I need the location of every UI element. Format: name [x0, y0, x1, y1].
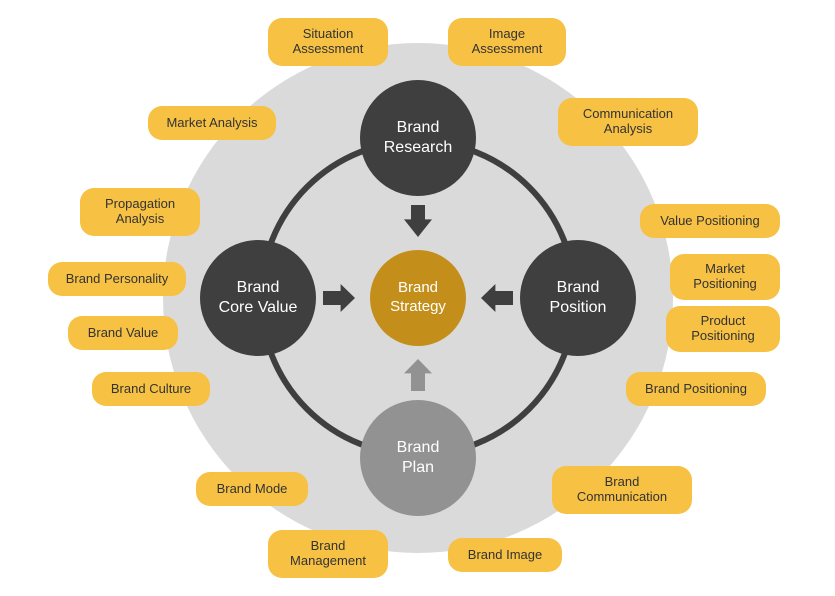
pill-label: Brand Management	[290, 539, 366, 569]
node-label: Brand Research	[384, 118, 452, 158]
pill-label: Brand Value	[88, 326, 159, 341]
pill-label: Market Positioning	[693, 262, 757, 292]
pill-situation-assessment: Situation Assessment	[268, 18, 388, 66]
arrow-corevalue-to-center	[323, 284, 355, 312]
pill-image-assessment: Image Assessment	[448, 18, 566, 66]
node-label: Brand Strategy	[390, 279, 446, 317]
node-brand-plan: Brand Plan	[360, 400, 476, 516]
arrow-position-to-center	[481, 284, 513, 312]
pill-market-analysis: Market Analysis	[148, 106, 276, 140]
pill-propagation-analysis: Propagation Analysis	[80, 188, 200, 236]
pill-label: Propagation Analysis	[105, 197, 175, 227]
pill-brand-image: Brand Image	[448, 538, 562, 572]
pill-label: Brand Positioning	[645, 382, 747, 397]
pill-label: Brand Personality	[66, 272, 169, 287]
pill-brand-mode: Brand Mode	[196, 472, 308, 506]
arrow-research-to-center	[404, 205, 432, 237]
pill-label: Brand Communication	[577, 475, 667, 505]
pill-label: Brand Mode	[217, 482, 288, 497]
node-brand-strategy-center: Brand Strategy	[370, 250, 466, 346]
pill-brand-positioning: Brand Positioning	[626, 372, 766, 406]
arrow-plan-to-center	[404, 359, 432, 391]
pill-brand-management: Brand Management	[268, 530, 388, 578]
node-label: Brand Plan	[397, 438, 440, 478]
pill-label: Product Positioning	[691, 314, 755, 344]
pill-label: Communication Analysis	[583, 107, 673, 137]
pill-brand-value: Brand Value	[68, 316, 178, 350]
pill-brand-personality: Brand Personality	[48, 262, 186, 296]
pill-label: Brand Image	[468, 548, 542, 563]
diagram-stage: Brand Research Brand Position Brand Plan…	[0, 0, 835, 596]
pill-label: Image Assessment	[472, 27, 543, 57]
node-label: Brand Position	[550, 278, 607, 318]
pill-value-positioning: Value Positioning	[640, 204, 780, 238]
pill-label: Situation Assessment	[293, 27, 364, 57]
node-brand-research: Brand Research	[360, 80, 476, 196]
pill-brand-culture: Brand Culture	[92, 372, 210, 406]
node-brand-core-value: Brand Core Value	[200, 240, 316, 356]
pill-label: Value Positioning	[660, 214, 760, 229]
pill-label: Market Analysis	[166, 116, 257, 131]
node-brand-position: Brand Position	[520, 240, 636, 356]
pill-communication-analysis: Communication Analysis	[558, 98, 698, 146]
node-label: Brand Core Value	[219, 278, 298, 318]
pill-label: Brand Culture	[111, 382, 191, 397]
pill-product-positioning: Product Positioning	[666, 306, 780, 352]
pill-market-positioning: Market Positioning	[670, 254, 780, 300]
pill-brand-communication: Brand Communication	[552, 466, 692, 514]
